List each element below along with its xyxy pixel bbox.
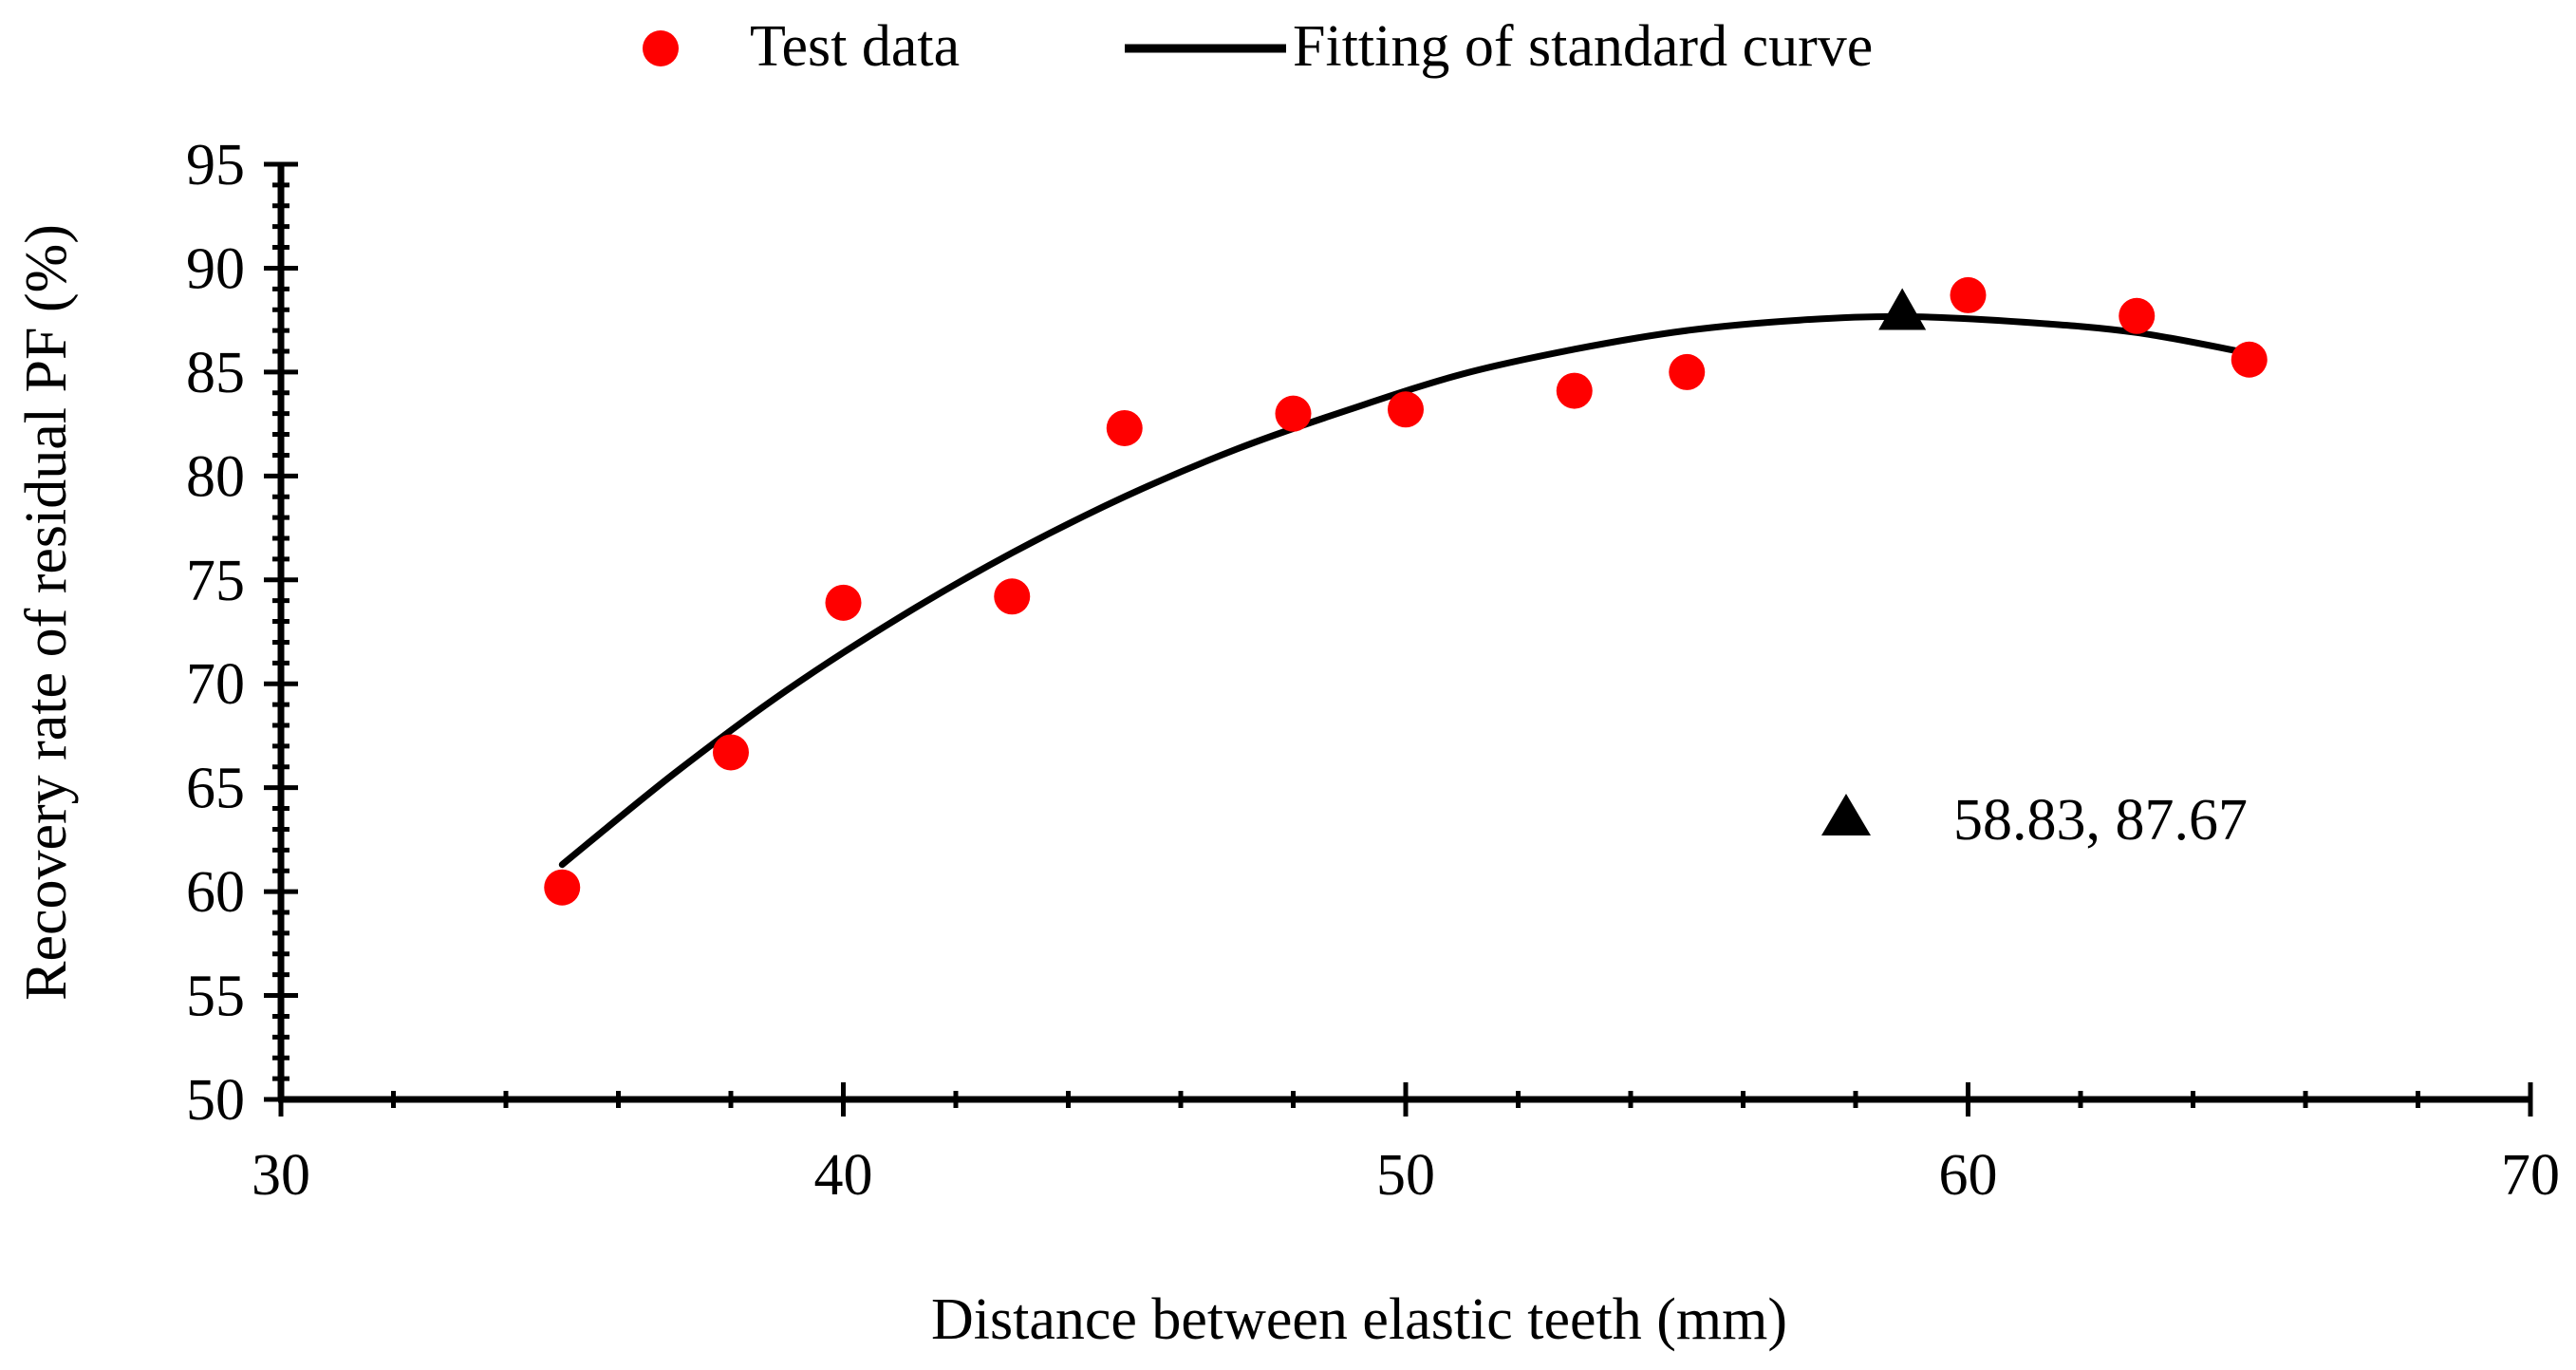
fit-curve-group (558, 312, 2253, 869)
tick-marks (264, 161, 2533, 1117)
legend-scatter-label: Test data (750, 14, 960, 79)
x-tick-label: 60 (1939, 1143, 1998, 1208)
data-point (1556, 372, 1593, 409)
legend-scatter-marker (643, 30, 679, 66)
x-axis-title: Distance between elastic teeth (mm) (931, 1287, 1787, 1352)
data-point (1388, 391, 1424, 428)
legend-line-label: Fitting of standard curve (1293, 14, 1873, 79)
y-tick-label: 95 (186, 133, 245, 197)
data-point (1275, 395, 1312, 432)
data-points-group (544, 276, 2268, 906)
x-tick-label: 50 (1376, 1143, 1435, 1208)
annotation-group: 58.83, 87.67 (1821, 288, 2248, 853)
fit-curve-line (558, 312, 2253, 869)
annotation-label: 58.83, 87.67 (1953, 788, 2248, 853)
data-point (1950, 276, 1987, 313)
y-tick-label: 60 (186, 860, 245, 925)
y-tick-label: 55 (186, 965, 245, 1029)
x-tick-label: 40 (814, 1143, 873, 1208)
y-tick-label: 90 (186, 236, 245, 301)
data-point (1106, 409, 1143, 446)
data-point (544, 869, 581, 906)
y-tick-label: 50 (186, 1068, 245, 1133)
data-point (994, 578, 1031, 615)
y-tick-label: 85 (186, 341, 245, 405)
data-point (1669, 353, 1706, 390)
y-tick-label: 75 (186, 549, 245, 613)
data-point (2231, 341, 2268, 378)
legend: Test data Fitting of standard curve (643, 14, 1873, 79)
y-axis-title: Recovery rate of residual PF (%) (14, 224, 79, 1001)
annotation-legend-marker (1821, 794, 1871, 835)
x-tick-label: 30 (252, 1143, 310, 1208)
y-tick-label: 65 (186, 757, 245, 821)
data-point (2119, 297, 2156, 334)
tick-labels: 50 55 60 65 70 75 80 85 90 95 30 40 50 60 70 (186, 133, 2560, 1208)
optimum-triangle-marker (1878, 288, 1927, 330)
y-tick-label: 80 (186, 444, 245, 509)
x-tick-label: 70 (2501, 1143, 2560, 1208)
data-point (825, 584, 862, 621)
y-tick-label: 70 (186, 652, 245, 717)
data-point (713, 734, 749, 771)
axes (277, 164, 2530, 1103)
